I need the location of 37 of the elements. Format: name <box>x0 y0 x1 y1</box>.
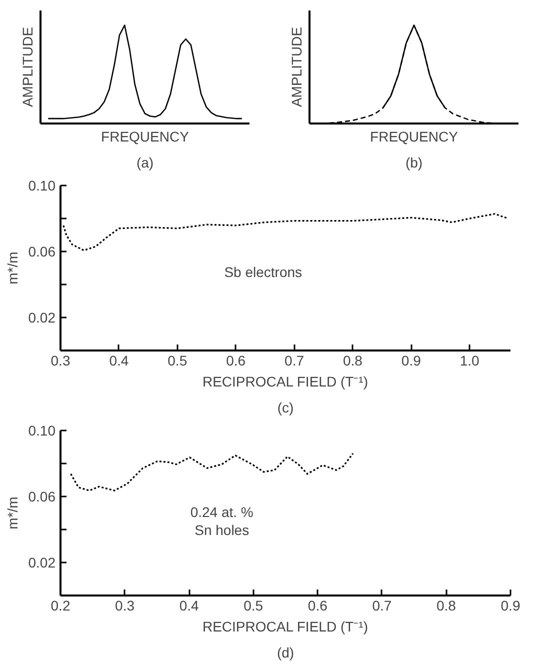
x-tick-label: 0.3 <box>50 352 70 368</box>
text: (b) <box>405 154 423 170</box>
y-tick-label: 0.10 <box>28 422 56 438</box>
x-tick-label: 1.0 <box>460 352 480 368</box>
x-tick-label: 0.6 <box>308 598 328 614</box>
y-axis-title: AMPLITUDE <box>20 26 36 108</box>
text: Sb electrons <box>224 264 302 280</box>
text: (c) <box>277 400 294 416</box>
x-tick-label: 0.3 <box>115 598 135 614</box>
y-axis-title: m*/m <box>4 252 20 284</box>
text: (a) <box>136 154 154 170</box>
text: 0.24 at. % Sn holes <box>190 504 254 538</box>
x-tick-label: 0.4 <box>179 598 200 614</box>
x-tick-label: 0.5 <box>244 598 264 614</box>
x-tick-label: 0.9 <box>500 598 520 614</box>
x-axis-title: RECIPROCAL FIELD (T⁻¹) <box>202 374 368 390</box>
y-tick-label: 0.06 <box>28 244 56 260</box>
x-tick-label: 0.5 <box>168 352 188 368</box>
y-tick-label: 0.02 <box>28 310 56 326</box>
x-tick-label: 0.7 <box>284 352 304 368</box>
x-axis-title: RECIPROCAL FIELD (T⁻¹) <box>202 618 368 634</box>
x-tick-label: 0.8 <box>436 598 456 614</box>
y-tick-label: 0.06 <box>28 488 56 504</box>
x-tick-label: 0.8 <box>342 352 363 368</box>
y-tick-label: 0.02 <box>28 554 56 570</box>
x-tick-label: 0.6 <box>226 352 246 368</box>
x-tick-label: 0.7 <box>372 598 392 614</box>
y-axis-title: m*/m <box>4 496 20 530</box>
x-axis-title: FREQUENCY <box>101 128 190 144</box>
x-tick-label: 0.9 <box>401 352 422 368</box>
x-tick-label: 0.2 <box>50 598 70 614</box>
y-tick-label: 0.10 <box>28 178 56 194</box>
text: (d) <box>276 644 294 660</box>
line-series <box>70 452 354 492</box>
x-axis-title: FREQUENCY <box>370 128 459 144</box>
y-axis-title: AMPLITUDE <box>288 26 304 108</box>
x-tick-label: 0.4 <box>109 352 129 368</box>
